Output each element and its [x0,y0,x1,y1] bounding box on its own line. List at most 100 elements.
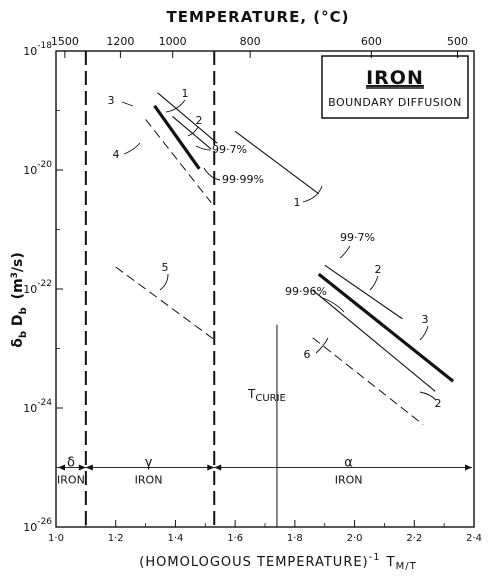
x-tick-label-6: 2·2 [406,533,422,544]
y-tick-base-0: 10 [23,45,37,58]
series-line-6 [324,264,403,320]
series-label-9: 6 [304,348,311,361]
purity-leader-c [339,245,351,259]
x-tick-label-4: 1·8 [287,533,303,544]
curie-label-sub: CURIE [255,393,286,404]
x-tick-label-2: 1·4 [167,533,183,544]
x-axis-label-suffix-sub: M/T [396,561,417,572]
series-leader-3 [123,142,141,155]
y-axis-label-delta: δ [10,338,26,348]
top-tick-label-5: 500 [447,35,468,48]
curie-label: TCURIE [247,387,286,404]
series-leader-2 [121,101,134,107]
phase-arrowhead-0 [58,464,65,471]
series-line-1 [172,116,212,150]
top-tick-label-2: 1000 [159,35,187,48]
y-axis-label-unit-sup: 3 [10,272,20,278]
series-line-3 [145,119,212,204]
top-tick-label-0: 1500 [51,35,79,48]
series-line-0 [157,92,218,144]
legend-box [321,55,469,119]
x-tick-label-1: 1·2 [108,533,124,544]
x-axis-label-exponent: -1 [369,552,381,563]
series-line-5 [234,130,320,195]
top-tick-label-3: 800 [240,35,261,48]
y-tick-label-1: 10-20 [23,160,52,177]
chart-subtitle: BOUNDARY DIFFUSION [328,96,462,109]
phase-symbol-1: γ [145,455,153,470]
series-leader-9 [315,337,329,354]
plot-frame [55,50,475,528]
series-label-2: 3 [108,94,115,107]
series-label-8: 2 [435,397,442,410]
purity-label-c: 99·7% [340,231,375,244]
y-tick-exp-2: -22 [37,279,52,289]
x-axis-label-main: (HOMOLOGOUS TEMPERATURE) [139,555,368,570]
y-axis-label-unit-end: /s) [10,252,26,272]
phase-arrowhead-2 [85,464,93,471]
phase-symbol-2: α [344,455,353,470]
series-leader-0 [165,99,186,113]
phase-name-1: IRON [135,473,163,486]
curie-label-t: T [247,387,256,401]
series-line-2 [153,104,201,170]
y-tick-exp-4: -26 [37,517,52,527]
series-line-8 [312,289,436,392]
y-tick-exp-0: -18 [37,41,52,51]
series-line-9 [312,337,424,426]
y-tick-base-3: 10 [23,402,37,415]
x-tick-label-7: 2·4 [466,533,482,544]
series-line-4 [115,266,215,340]
series-leader-8 [419,391,437,401]
x-tick-label-3: 1·6 [227,533,243,544]
purity-leader-a [195,145,211,151]
series-leader-1 [187,126,199,137]
chart-title: IRON [366,67,424,89]
top-tick-label-1: 1200 [106,35,134,48]
series-label-6: 2 [375,263,382,276]
y-tick-base-1: 10 [23,164,37,177]
series-label-4: 5 [162,261,169,274]
phase-name-0: IRON [57,473,85,486]
top-tick-label-4: 600 [361,35,382,48]
series-leader-6 [369,275,379,291]
x-axis-label: (HOMOLOGOUS TEMPERATURE)-1 TM/T [139,552,416,572]
y-tick-base-4: 10 [23,521,37,534]
purity-label-b: 99·99% [222,173,264,186]
y-tick-exp-3: -24 [37,398,52,408]
y-axis-label-sub1: b [18,331,29,338]
series-label-0: 1 [182,87,189,100]
phase-name-2: IRON [335,473,363,486]
phase-arrowhead-4 [214,464,222,471]
series-label-5: 1 [294,196,301,209]
y-tick-label-4: 10-26 [23,517,52,534]
purity-label-a: 99·7% [212,143,247,156]
x-tick-label-5: 2·0 [347,533,363,544]
series-leader-7 [419,325,429,341]
phase-arrowhead-1 [78,464,86,471]
series-leader-5 [302,185,323,203]
purity-label-d: 99·96% [285,285,327,298]
series-line-7 [317,272,455,383]
series-label-1: 2 [196,114,203,127]
phase-arrowhead-5 [465,464,472,471]
y-axis-label: δb Db(m3/s) [10,252,29,348]
x-tick-label-0: 1·0 [48,533,64,544]
phase-arrowhead-3 [207,464,215,471]
series-label-3: 4 [113,148,120,161]
y-tick-exp-1: -20 [37,160,52,170]
y-axis-label-d: D [10,315,26,332]
top-axis-title: TEMPERATURE, (°C) [167,8,350,26]
purity-leader-b [203,167,221,181]
phase-symbol-0: δ [67,455,75,470]
y-axis-label-sub2: b [18,307,29,314]
y-tick-label-0: 10-18 [23,41,52,58]
y-axis-label-unit: (m [10,278,26,299]
y-tick-label-2: 10-22 [23,279,52,296]
x-axis-label-suffix: T [386,555,396,570]
series-leader-4 [159,273,169,291]
y-tick-base-2: 10 [23,283,37,296]
